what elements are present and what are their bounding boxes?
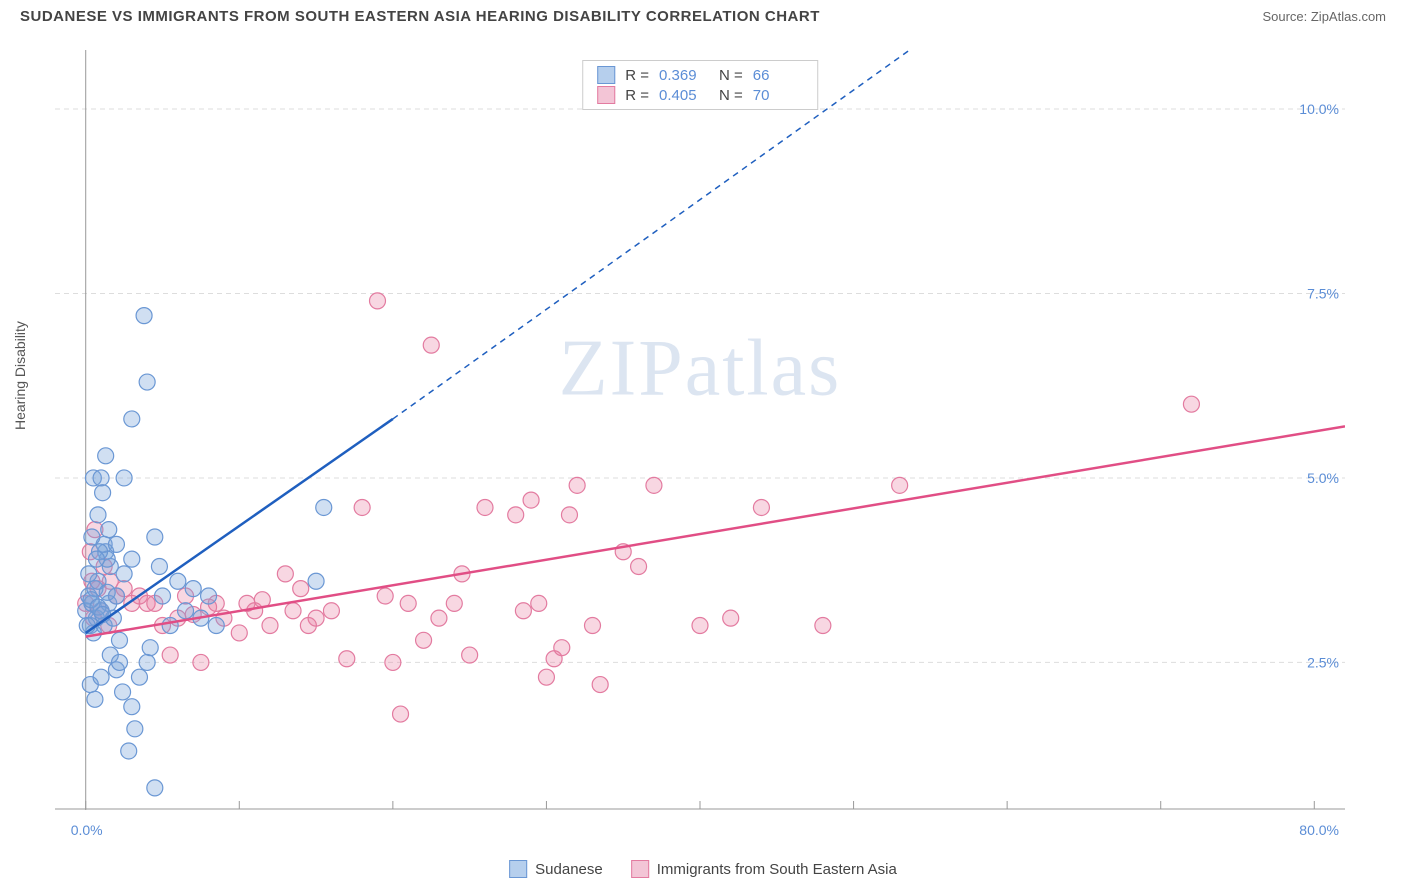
legend-swatch-a <box>509 860 527 878</box>
scatter-plot-svg: 2.5% 5.0% 7.5% 10.0% <box>55 50 1345 810</box>
n-value-b: 70 <box>753 87 803 104</box>
stats-row-a: R = 0.369 N = 66 <box>597 65 803 85</box>
series-legend: Sudanese Immigrants from South Eastern A… <box>509 860 897 878</box>
legend-item-b: Immigrants from South Eastern Asia <box>631 860 897 878</box>
y-axis-label: Hearing Disability <box>12 321 28 430</box>
legend-label-a: Sudanese <box>535 861 603 878</box>
chart-plot-area: 2.5%5.0%7.5%10.0% ZIPatlas R = 0.369 N =… <box>55 50 1345 810</box>
svg-text:10.0%: 10.0% <box>1299 101 1339 117</box>
x-tick-label: 0.0% <box>71 822 103 838</box>
r-value-b: 0.405 <box>659 87 709 104</box>
n-value-a: 66 <box>753 67 803 84</box>
svg-text:2.5%: 2.5% <box>1307 654 1339 670</box>
chart-title: SUDANESE VS IMMIGRANTS FROM SOUTH EASTER… <box>20 8 820 25</box>
svg-text:5.0%: 5.0% <box>1307 470 1339 486</box>
r-value-a: 0.369 <box>659 67 709 84</box>
swatch-series-b <box>597 86 615 104</box>
stats-row-b: R = 0.405 N = 70 <box>597 85 803 105</box>
r-label: R = <box>625 67 649 84</box>
swatch-series-a <box>597 66 615 84</box>
n-label: N = <box>719 87 743 104</box>
x-tick-label: 80.0% <box>1299 822 1339 838</box>
legend-swatch-b <box>631 860 649 878</box>
n-label: N = <box>719 67 743 84</box>
source-label: Source: ZipAtlas.com <box>1262 9 1386 24</box>
legend-label-b: Immigrants from South Eastern Asia <box>657 861 897 878</box>
svg-text:7.5%: 7.5% <box>1307 285 1339 301</box>
r-label: R = <box>625 87 649 104</box>
stats-legend: R = 0.369 N = 66 R = 0.405 N = 70 <box>582 60 818 110</box>
legend-item-a: Sudanese <box>509 860 603 878</box>
